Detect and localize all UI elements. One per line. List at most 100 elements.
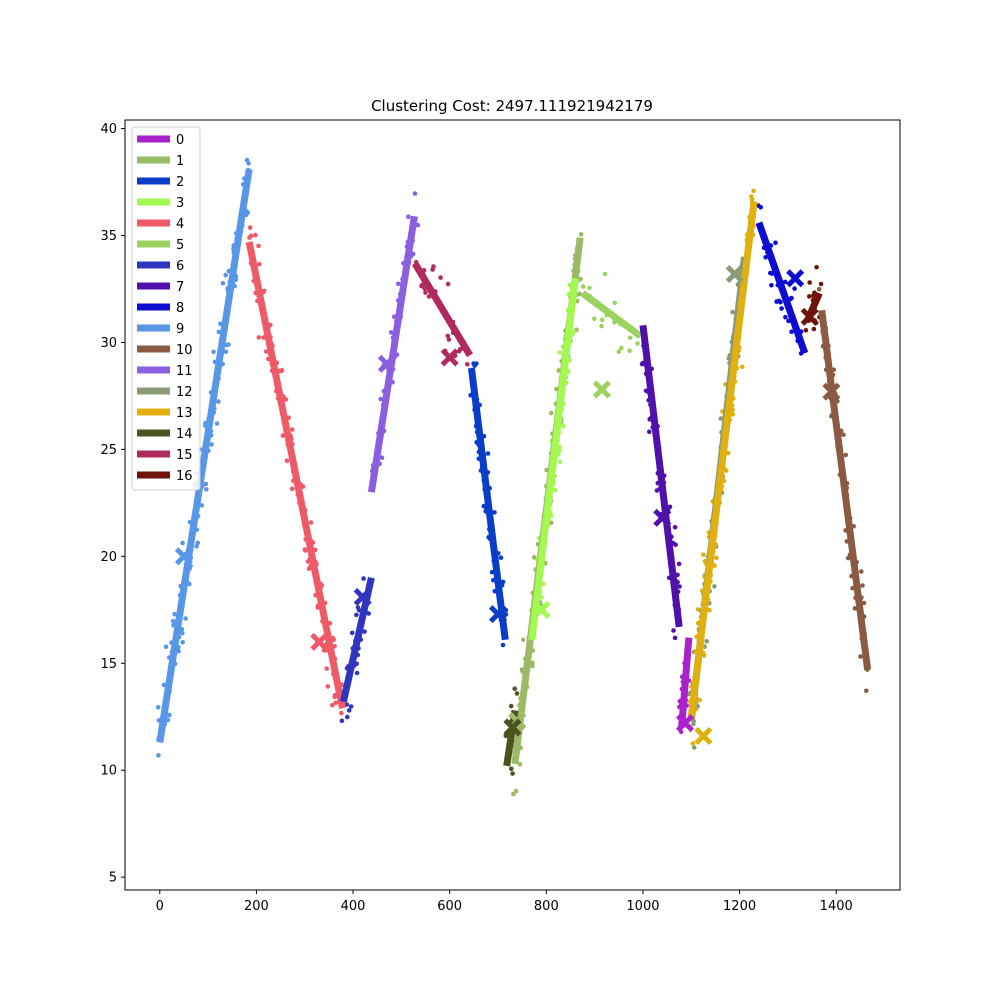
cluster-9-point (156, 753, 161, 758)
cluster-7-point (639, 361, 645, 367)
cluster-5-point (599, 317, 605, 323)
cluster-13-point (707, 607, 712, 613)
y-tick-label: 40 (100, 122, 117, 137)
cluster-4-point (333, 700, 339, 706)
cluster-9-point (172, 611, 177, 617)
cluster-5-point (580, 284, 586, 289)
cluster-5-point (616, 349, 622, 355)
x-tick-label: 1000 (626, 899, 659, 914)
cluster-12-center-marker (725, 264, 744, 284)
cluster-6-point (345, 714, 350, 720)
cluster-9-point (209, 442, 214, 447)
cluster-15-point (446, 337, 452, 342)
cluster-16-center-marker (800, 307, 819, 326)
cluster-10-center-marker (822, 382, 841, 401)
cluster-6-point (339, 718, 345, 724)
cluster-3-point (571, 329, 577, 335)
cluster-5-point (592, 316, 597, 322)
cluster-7-point (671, 628, 676, 633)
cluster-7-point (672, 525, 678, 530)
cluster-7-point (654, 488, 660, 493)
cluster-1-point (548, 410, 554, 416)
legend-label-14: 14 (176, 427, 193, 442)
cluster-5-point (635, 341, 640, 346)
cluster-1-point (578, 232, 584, 237)
y-tick-label: 20 (100, 550, 117, 565)
cluster-6-point (348, 704, 354, 709)
cluster-4-point (280, 433, 286, 438)
cluster-9-point (226, 342, 231, 347)
cluster-15-point (445, 281, 451, 287)
legend-label-15: 15 (176, 448, 193, 463)
legend-label-12: 12 (176, 385, 193, 400)
legend-label-13: 13 (176, 406, 193, 421)
cluster-10-segment (818, 309, 872, 671)
cluster-1-point (530, 660, 535, 666)
cluster-4-point (330, 702, 335, 708)
cluster-0-segment (678, 637, 693, 728)
cluster-3-point (552, 487, 558, 493)
cluster-15-point (423, 290, 428, 295)
cluster-8-point (769, 283, 774, 288)
cluster-6-point (354, 612, 359, 618)
legend-label-0: 0 (176, 133, 184, 148)
cluster-1-point (513, 788, 519, 794)
cluster-16-point (803, 327, 809, 333)
y-tick-label: 35 (100, 229, 117, 244)
cluster-2-segment (467, 367, 509, 641)
cluster-9-point (246, 161, 251, 166)
cluster-9-point (204, 487, 209, 492)
cluster-4-point (324, 666, 330, 671)
cluster-4-point (256, 335, 262, 340)
cluster-3-center-marker (532, 600, 551, 619)
cluster-4-center-marker (310, 632, 329, 651)
cluster-5-point (612, 300, 617, 306)
cluster-10-point (858, 654, 863, 659)
cluster-6-point (354, 670, 360, 676)
cluster-segments (156, 168, 872, 767)
x-tick-label: 0 (156, 899, 164, 914)
cluster-4-point (290, 427, 295, 432)
cluster-7-segment (639, 324, 683, 628)
cluster-2-point (472, 363, 478, 368)
cluster-centers (174, 264, 841, 746)
cluster-7-point (672, 635, 678, 641)
cluster-8-segment (755, 221, 809, 355)
cluster-8-point (779, 306, 784, 311)
cluster-9-point (163, 644, 169, 650)
cluster-14-point (509, 766, 514, 772)
legend-label-11: 11 (176, 364, 193, 379)
cluster-13-point (695, 607, 701, 612)
cluster-13-point (690, 741, 696, 746)
cluster-4-point (331, 637, 337, 643)
cluster-13-point (740, 364, 745, 370)
cluster-9-center-marker (174, 547, 193, 566)
cluster-13-segment (687, 200, 758, 718)
cluster-1-point (511, 791, 516, 797)
cluster-9-segment (156, 168, 253, 743)
cluster-9-point (155, 705, 161, 710)
cluster-6-point (346, 708, 352, 713)
cluster-4-point (289, 486, 295, 492)
cluster-7-center-marker (653, 508, 672, 527)
cluster-5-point (619, 345, 624, 351)
cluster-14-point (508, 703, 514, 709)
cluster-4-point (339, 710, 344, 716)
cluster-9-point (170, 618, 176, 624)
cluster-9-point (216, 399, 221, 404)
cluster-14-point (514, 691, 520, 696)
cluster-3-segment (528, 277, 579, 641)
cluster-14-point (510, 771, 515, 776)
cluster-2-center-marker (488, 605, 508, 624)
cluster-9-point (180, 630, 185, 636)
cluster-16-point (807, 294, 812, 299)
cluster-9-point (180, 540, 185, 546)
cluster-5-segment (580, 290, 643, 339)
cluster-10-point (861, 600, 867, 606)
plot-frame (124, 119, 901, 891)
x-tick-label: 600 (437, 899, 462, 914)
cluster-4-point (306, 566, 312, 571)
chart-title: Clustering Cost: 2497.111921942179 (371, 97, 653, 115)
cluster-1-point (520, 637, 526, 643)
cluster-11-segment (367, 215, 418, 493)
